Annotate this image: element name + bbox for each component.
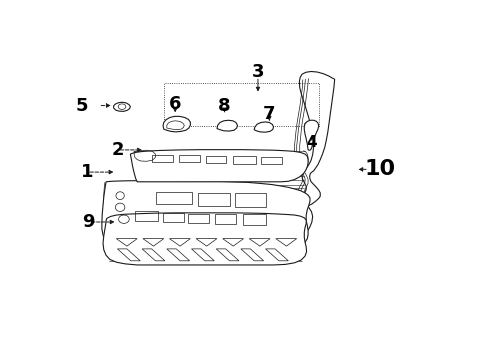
Text: 9: 9 bbox=[82, 213, 95, 231]
Bar bbox=[179, 156, 200, 162]
Text: 10: 10 bbox=[365, 159, 396, 179]
Text: 1: 1 bbox=[81, 163, 93, 181]
Bar bbox=[206, 156, 226, 163]
Bar bbox=[164, 84, 319, 126]
Text: 6: 6 bbox=[169, 95, 181, 113]
Bar bbox=[135, 211, 158, 221]
Polygon shape bbox=[114, 102, 130, 111]
Text: 4: 4 bbox=[306, 135, 317, 150]
Polygon shape bbox=[297, 72, 335, 208]
Bar bbox=[235, 193, 266, 207]
Bar bbox=[163, 213, 184, 222]
Text: 2: 2 bbox=[111, 141, 123, 159]
Bar bbox=[189, 214, 209, 223]
Bar bbox=[215, 214, 236, 224]
Polygon shape bbox=[254, 122, 273, 132]
Polygon shape bbox=[163, 116, 190, 132]
Polygon shape bbox=[102, 181, 310, 249]
Text: 7: 7 bbox=[263, 105, 275, 123]
Polygon shape bbox=[103, 213, 307, 265]
Polygon shape bbox=[304, 120, 319, 150]
Bar bbox=[243, 214, 266, 225]
Bar bbox=[261, 157, 281, 164]
Polygon shape bbox=[130, 150, 308, 182]
Bar bbox=[152, 155, 173, 162]
Text: 3: 3 bbox=[252, 63, 264, 81]
Text: 5: 5 bbox=[76, 96, 88, 114]
Bar bbox=[156, 192, 192, 204]
Polygon shape bbox=[285, 203, 313, 242]
Bar bbox=[233, 156, 256, 163]
Bar bbox=[198, 193, 230, 206]
Text: 8: 8 bbox=[218, 96, 231, 114]
Polygon shape bbox=[217, 120, 238, 131]
